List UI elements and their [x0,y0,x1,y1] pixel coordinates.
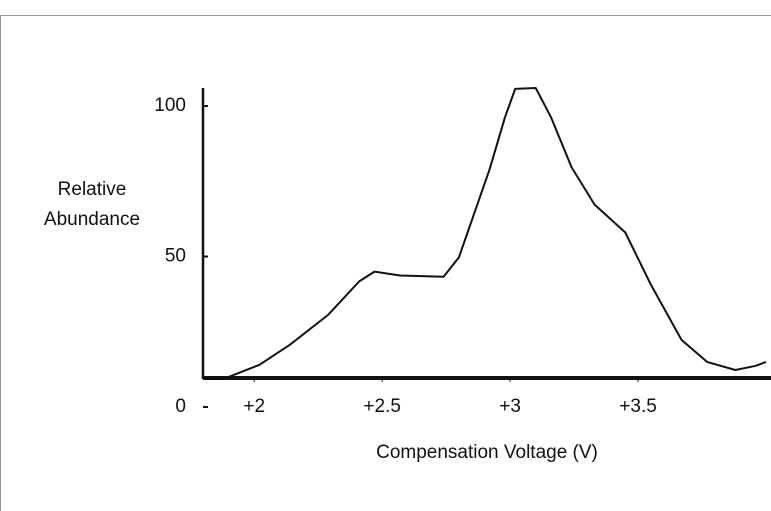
x-tick-label: +3 [499,396,521,417]
x-tick-label: +2.5 [363,396,401,417]
y-tick-label: 100 [154,95,186,116]
y-tick-label: 50 [165,246,186,267]
x-axis-label: Compensation Voltage (V) [376,442,598,463]
x-tick-label: +3.5 [619,396,657,417]
y-axis-label: Relative Abundance [43,179,141,230]
frame [0,15,771,511]
x-tick-label: +2 [243,396,265,417]
data-line [202,87,767,379]
y-tick-label: 0 [175,396,186,417]
